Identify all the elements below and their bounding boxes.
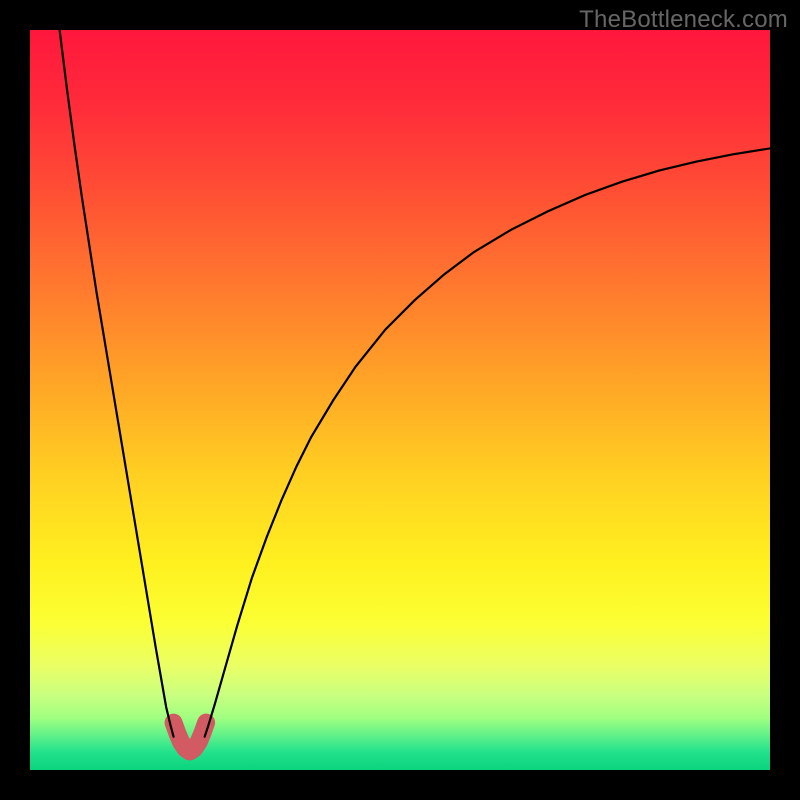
chart-frame xyxy=(0,0,800,800)
watermark-text: TheBottleneck.com xyxy=(579,6,788,34)
gradient-background xyxy=(30,30,770,770)
chart-svg xyxy=(30,30,770,770)
